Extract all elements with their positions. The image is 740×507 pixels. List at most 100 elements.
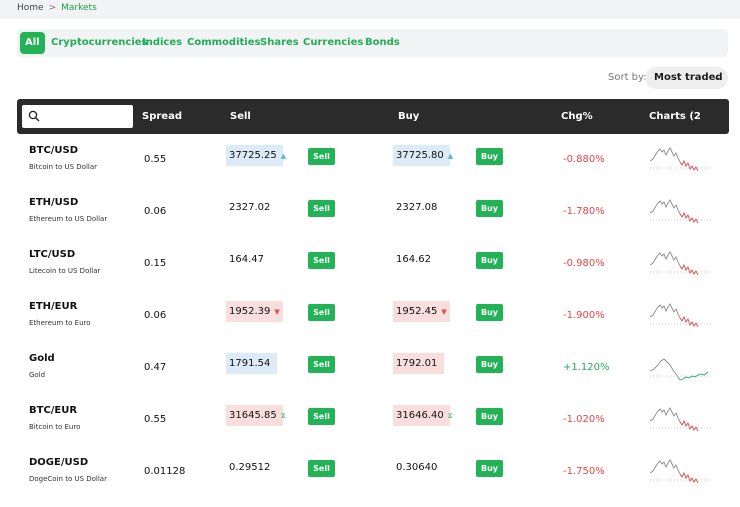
buy-button[interactable]: Buy — [476, 304, 503, 321]
sell-button[interactable]: Sell — [308, 304, 335, 321]
table-row[interactable]: LTC/USD Litecoin to US Dollar 0.15 164.47 Se… — [17, 243, 729, 295]
sell-price: 2327.02 — [226, 197, 270, 218]
buy-price-value: 164.62 — [396, 254, 431, 265]
buy-button[interactable]: Buy — [476, 148, 503, 165]
breadcrumb: Home > Markets — [17, 3, 97, 13]
instrument-name: Gold — [29, 371, 46, 379]
column-charts: Charts (2 days) — [649, 111, 701, 157]
tab-commodities[interactable]: Commodities — [187, 37, 261, 48]
buy-price-value: 31646.40 — [396, 410, 444, 421]
spread-value: 0.47 — [144, 362, 167, 373]
instrument-symbol[interactable]: ETH/EUR — [29, 301, 78, 312]
spread-value: 0.15 — [144, 258, 167, 269]
instrument-symbol[interactable]: ETH/USD — [29, 197, 79, 208]
instrument-symbol[interactable]: DOGE/USD — [29, 457, 89, 468]
buy-price: 2327.08 — [393, 197, 437, 218]
buy-button[interactable]: Buy — [476, 200, 503, 217]
buy-button[interactable]: Buy — [476, 356, 503, 373]
sparkline-chart[interactable] — [650, 295, 712, 331]
table-row[interactable]: ETH/EUR Ethereum to Euro 0.06 1952.39 ▼ Sell 1… — [17, 295, 729, 347]
column-chg: Chg% — [561, 111, 593, 122]
sell-button[interactable]: Sell — [308, 252, 335, 269]
buy-price: 37725.80 ▲ — [393, 145, 454, 166]
instrument-symbol[interactable]: LTC/USD — [29, 249, 76, 260]
chevron-down-icon: ⌄ — [713, 73, 721, 83]
instrument-name: Bitcoin to Euro — [29, 423, 81, 431]
breadcrumb-home[interactable]: Home — [17, 3, 44, 13]
spread-value: 0.55 — [144, 414, 167, 425]
tab-shares[interactable]: Shares — [260, 37, 299, 48]
sell-price: 164.47 — [226, 249, 264, 270]
table-row[interactable]: DOGE/USD DogeCoin to US Dollar 0.01128 0.29… — [17, 451, 729, 503]
tab-indices[interactable]: Indices — [142, 37, 183, 48]
sell-price-value: 37725.25 — [229, 150, 277, 161]
sort-label: Sort by: — [608, 72, 647, 83]
sell-price: 1952.39 ▼ — [226, 301, 283, 322]
change-percent: -1.780% — [563, 206, 605, 217]
breadcrumb-separator-icon: > — [48, 3, 57, 13]
column-sell: Sell — [230, 111, 251, 122]
sparkline-chart[interactable] — [650, 191, 712, 227]
sell-price-value: 164.47 — [229, 254, 264, 265]
sparkline-chart[interactable] — [650, 347, 712, 383]
sell-price-value: 1791.54 — [229, 358, 271, 369]
sparkline-chart[interactable] — [650, 243, 712, 279]
breadcrumb-current[interactable]: Markets — [61, 3, 97, 13]
table-row[interactable]: Gold Gold 0.47 1791.54 Sell 1792.01 Buy +1.120% — [17, 347, 729, 399]
search-input[interactable] — [22, 105, 133, 128]
buy-price-value: 1792.01 — [396, 358, 438, 369]
triangle-up-icon: ▲ — [280, 152, 287, 160]
sell-price: 37725.25 ▲ — [226, 145, 287, 166]
table-row[interactable]: ETH/USD Ethereum to US Dollar 0.06 2327.02 S… — [17, 191, 729, 243]
spread-value: 0.55 — [144, 154, 167, 165]
tab-bonds[interactable]: Bonds — [365, 37, 400, 48]
table-row[interactable]: BTC/EUR Bitcoin to Euro 0.55 31645.85 ⧖ Sell 3… — [17, 399, 729, 451]
buy-price: 1952.45 ▼ — [393, 301, 450, 322]
triangle-up-icon: ▲ — [447, 152, 454, 160]
sparkline-chart[interactable] — [650, 139, 712, 175]
change-percent: -1.900% — [563, 310, 605, 321]
buy-button[interactable]: Buy — [476, 252, 503, 269]
sell-price-value: 31645.85 — [229, 410, 277, 421]
instrument-symbol[interactable]: BTC/USD — [29, 145, 79, 156]
sell-button[interactable]: Sell — [308, 408, 335, 425]
market-tabs: All Cryptocurrencies Indices Commodities… — [17, 29, 728, 57]
column-buy: Buy — [398, 111, 420, 122]
spread-value: 0.06 — [144, 310, 167, 321]
sort-dropdown[interactable]: Most traded ⌄ — [645, 67, 728, 89]
sell-price: 1791.54 — [226, 353, 277, 374]
sell-price-value: 0.29512 — [229, 462, 271, 473]
tab-currencies[interactable]: Currencies — [303, 37, 364, 48]
spread-value: 0.01128 — [144, 466, 186, 477]
buy-button[interactable]: Buy — [476, 460, 503, 477]
instrument-name: DogeCoin to US Dollar — [29, 475, 107, 483]
sell-button[interactable]: Sell — [308, 460, 335, 477]
sell-button[interactable]: Sell — [308, 200, 335, 217]
hourglass-icon: ⧖ — [280, 412, 286, 420]
table-header: Spread Sell Buy Chg% Charts (2 days) — [17, 99, 729, 157]
buy-price-value: 0.30640 — [396, 462, 438, 473]
buy-price-value: 2327.08 — [396, 202, 438, 213]
instrument-name: Litecoin to US Dollar — [29, 267, 101, 275]
search-icon — [28, 110, 40, 122]
change-percent: -1.020% — [563, 414, 605, 425]
table-row[interactable]: BTC/USD Bitcoin to US Dollar 0.55 37725.25 ▲… — [17, 139, 729, 191]
tab-cryptocurrencies[interactable]: Cryptocurrencies — [51, 37, 148, 48]
buy-price-value: 37725.80 — [396, 150, 444, 161]
breadcrumb-bar: Home > Markets — [0, 0, 740, 19]
instrument-symbol[interactable]: BTC/EUR — [29, 405, 78, 416]
sparkline-chart[interactable] — [650, 399, 712, 435]
tab-all[interactable]: All — [20, 32, 45, 54]
change-percent: -0.980% — [563, 258, 605, 269]
sort-value: Most traded — [654, 72, 723, 83]
sell-price-value: 1952.39 — [229, 306, 271, 317]
sparkline-chart[interactable] — [650, 451, 712, 487]
sell-button[interactable]: Sell — [308, 148, 335, 165]
buy-button[interactable]: Buy — [476, 408, 503, 425]
buy-price-value: 1952.45 — [396, 306, 438, 317]
sell-button[interactable]: Sell — [308, 356, 335, 373]
spread-value: 0.06 — [144, 206, 167, 217]
column-spread: Spread — [142, 111, 182, 122]
triangle-down-icon: ▼ — [274, 308, 280, 316]
instrument-symbol[interactable]: Gold — [29, 353, 55, 364]
